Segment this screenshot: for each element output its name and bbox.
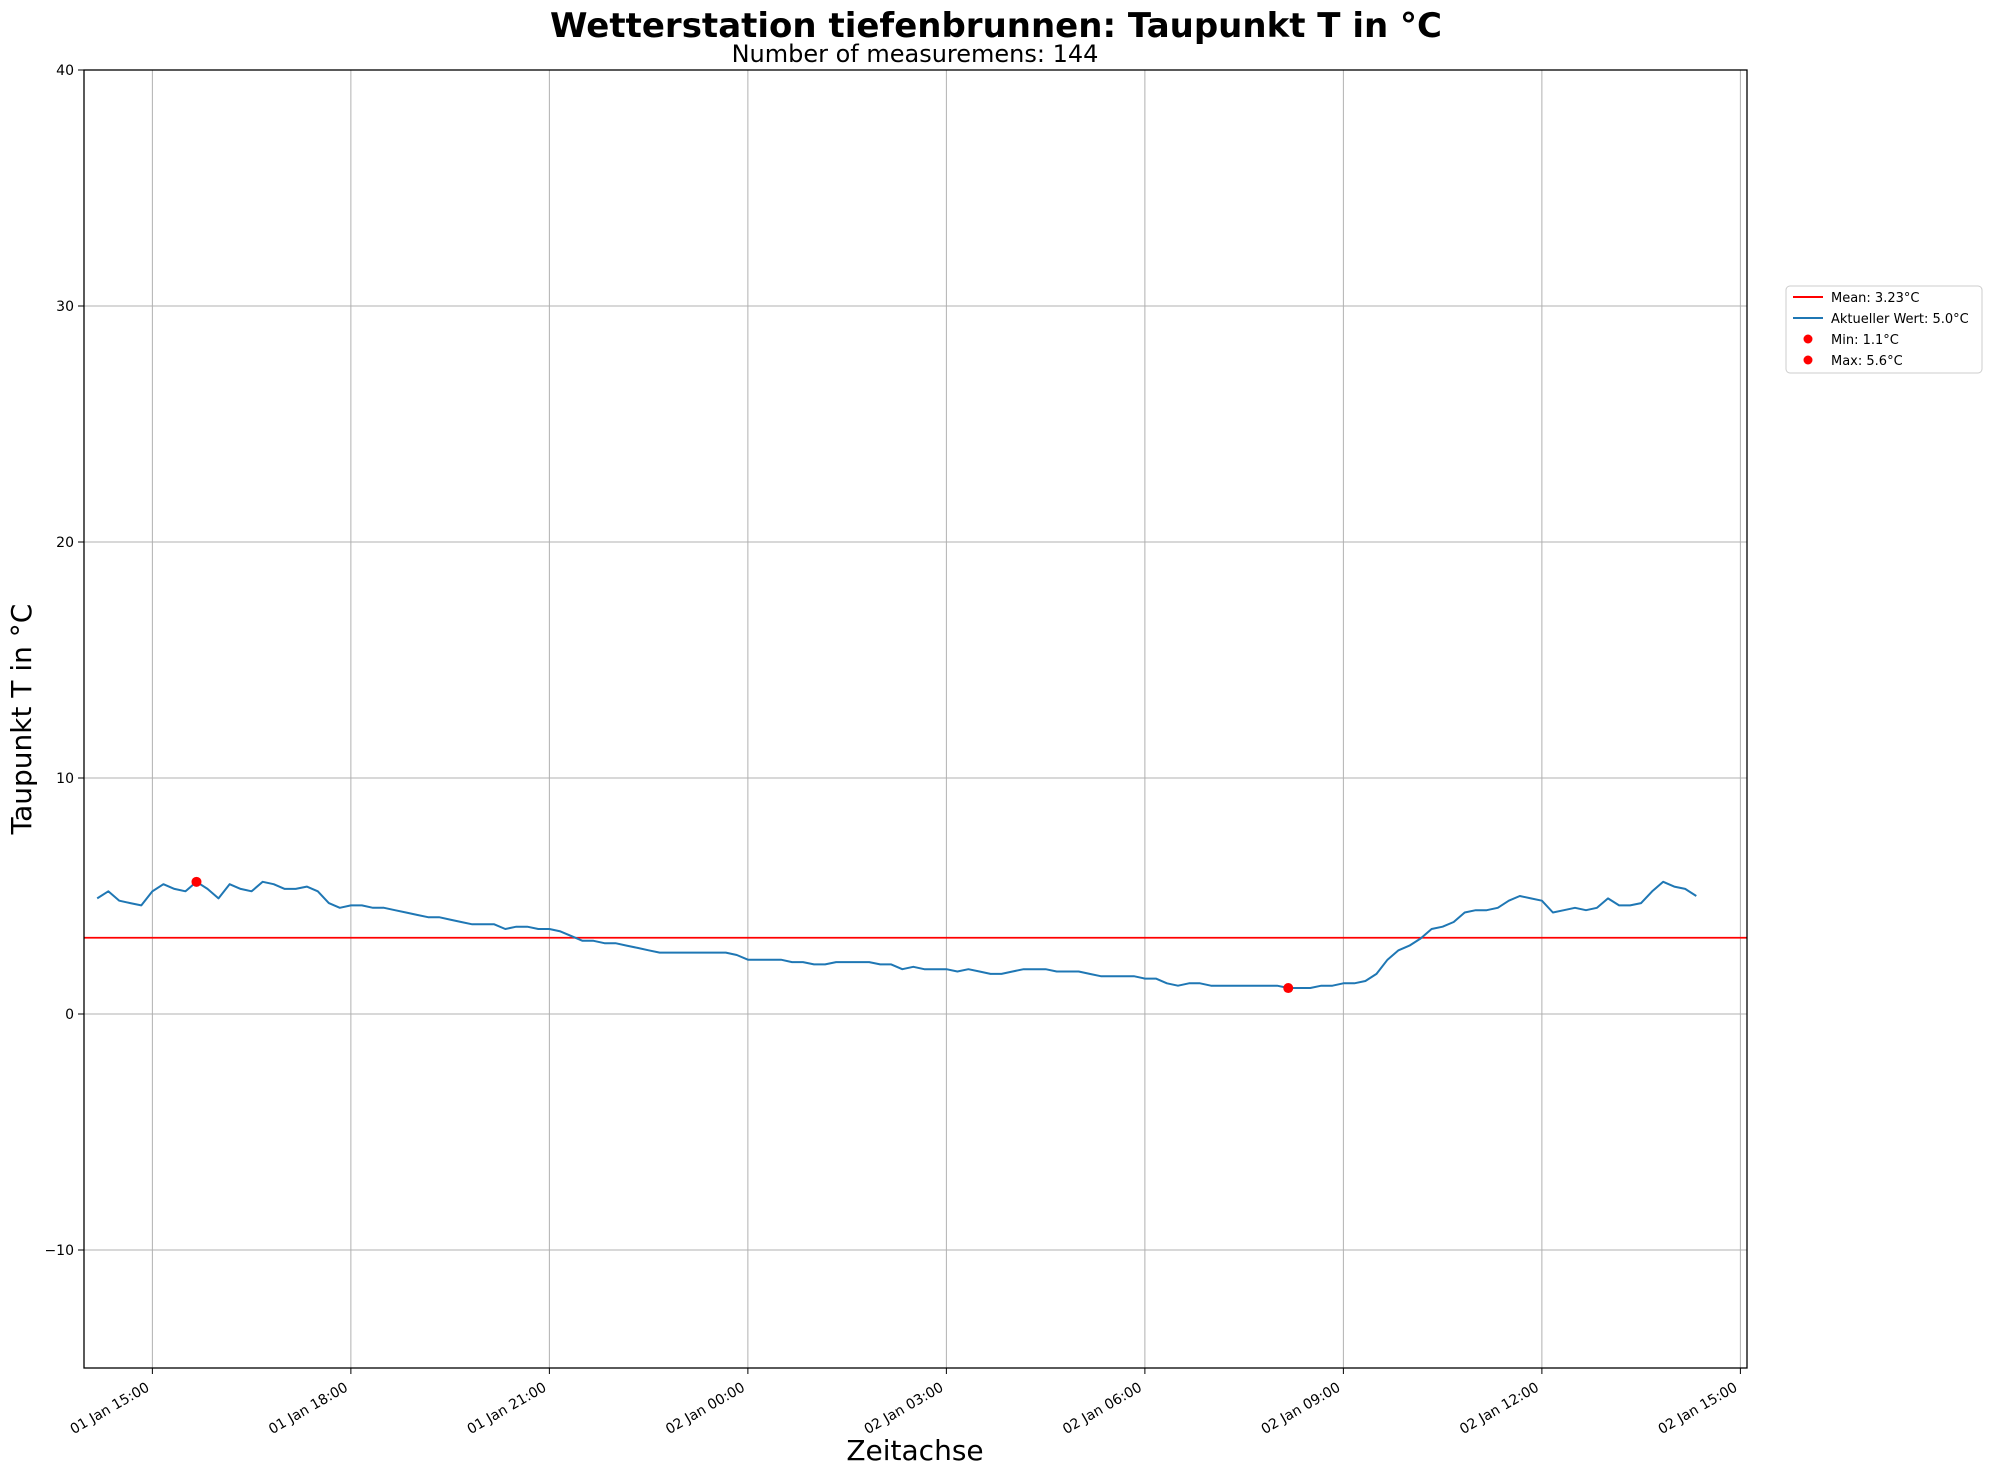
y-tick-label: 20 (56, 535, 74, 551)
x-tick-label: 02 Jan 12:00 (1457, 1380, 1542, 1438)
x-tick-label: 01 Jan 15:00 (68, 1380, 153, 1438)
series-line (96, 880, 1697, 989)
x-tick-label: 01 Jan 21:00 (465, 1380, 550, 1438)
marker-layer (191, 876, 1294, 994)
y-tick-label: 40 (56, 63, 74, 79)
legend-max-marker (1803, 355, 1813, 365)
legend-mean-label: Mean: 3.23°C (1831, 291, 1919, 306)
x-tick-label: 01 Jan 18:00 (266, 1380, 351, 1438)
legend-box (1785, 285, 1983, 374)
grid (84, 69, 1747, 1368)
x-tick-label: 02 Jan 06:00 (1060, 1380, 1145, 1438)
x-tick-label: 02 Jan 09:00 (1259, 1380, 1344, 1438)
legend-max-label: Max: 5.6°C (1831, 354, 1903, 369)
y-axis-label: Taupunkt T in °C (5, 604, 38, 836)
legend: Mean: 3.23°C Aktueller Wert: 5.0°C Min: … (1785, 285, 1983, 374)
y-tick-label: 0 (65, 1007, 74, 1023)
y-tick-label: 30 (56, 299, 74, 315)
y-tick-label: 10 (56, 771, 74, 787)
x-axis: 01 Jan 15:00 01 Jan 18:00 01 Jan 21:00 02 J… (68, 1368, 1741, 1438)
legend-series-label: Aktueller Wert: 5.0°C (1831, 312, 1969, 327)
y-tick-label: −10 (44, 1243, 74, 1259)
y-axis: −10 0 10 20 30 40 (44, 63, 84, 1259)
x-tick-label: 02 Jan 15:00 (1656, 1380, 1741, 1438)
chart-title: Wetterstation tiefenbrunnen: Taupunkt T … (550, 6, 1442, 46)
legend-min-label: Min: 1.1°C (1831, 333, 1899, 348)
legend-min-marker (1803, 334, 1813, 344)
x-axis-label: Zeitachse (846, 1434, 983, 1467)
x-tick-label: 02 Jan 00:00 (663, 1380, 748, 1438)
plot-frame (83, 69, 1748, 1369)
x-tick-label: 02 Jan 03:00 (862, 1380, 947, 1438)
series-layer (96, 880, 1697, 989)
min-marker (1283, 983, 1294, 994)
max-marker (191, 876, 202, 887)
chart-subtitle: Number of measuremens: 144 (732, 40, 1099, 68)
